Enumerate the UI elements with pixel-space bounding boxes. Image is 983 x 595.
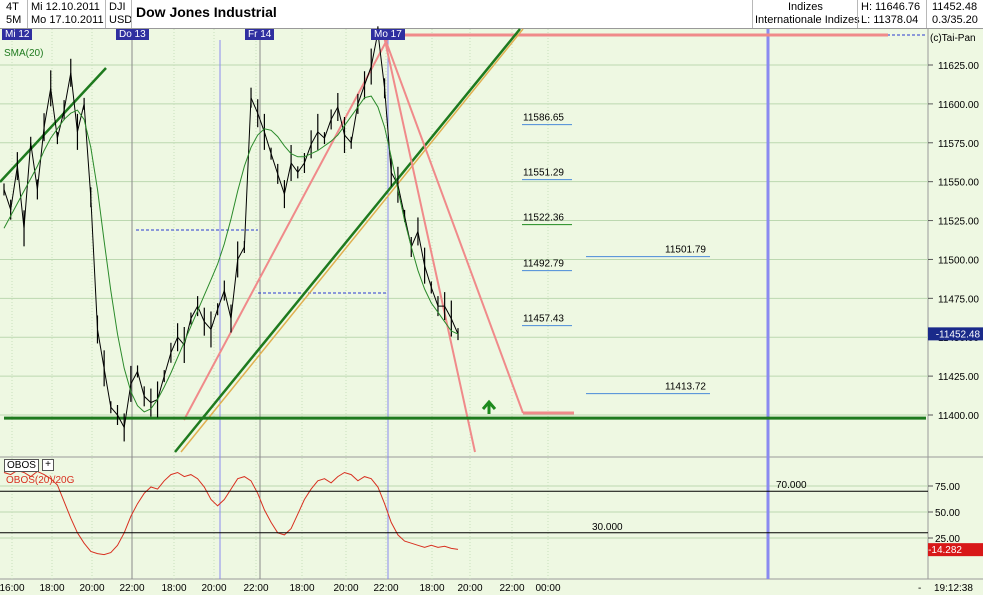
level-label: 11501.79 — [665, 245, 706, 256]
x-tick-label: 00:00 — [535, 583, 560, 594]
price-tick-label: 11500.00 — [938, 255, 979, 266]
x-tick-label: 22:00 — [119, 583, 144, 594]
obos-toggle[interactable]: OBOS(20)/20GOBOS — [4, 459, 39, 472]
chart-title: Dow Jones Industrial — [136, 4, 277, 20]
x-axis-minus: - — [918, 583, 921, 594]
day-marker-do13[interactable]: Do 13 — [116, 29, 149, 40]
price-tick-label: 11400.00 — [938, 411, 979, 422]
trend-line-gold — [180, 28, 524, 453]
symbol: DJI — [109, 1, 126, 13]
up-arrow-icon — [481, 399, 497, 414]
price-tick-label: 11600.00 — [938, 100, 979, 111]
level-label: 11551.29 — [523, 168, 564, 179]
pink-line — [383, 35, 524, 414]
header-bar — [0, 0, 983, 29]
obos-line — [3, 469, 459, 556]
clock: 19:12:38 — [934, 583, 973, 594]
obos-legend: OBOS(20)/20G — [6, 475, 75, 486]
x-tick-label: 18:00 — [419, 583, 444, 594]
sma-line — [3, 95, 459, 413]
price-pane-bg — [0, 29, 928, 457]
x-tick-label: 22:00 — [499, 583, 524, 594]
date-to: Mo 17.10.2011 — [31, 14, 104, 26]
x-tick-label: 20:00 — [333, 583, 358, 594]
price-line — [3, 32, 459, 429]
x-tick-label: 20:00 — [79, 583, 104, 594]
x-axis-bg — [0, 579, 983, 595]
day-marker-mi12[interactable]: Mi 12 — [2, 29, 33, 40]
obos-value-badge — [928, 543, 983, 557]
level-label: 11413.72 — [665, 382, 706, 393]
level-label: 11457.43 — [523, 314, 564, 325]
low-label: L: 11378.04 — [861, 14, 919, 26]
level-label: 11492.79 — [523, 259, 564, 270]
price-change: 0.3/35.20 — [932, 14, 978, 26]
timeframe-top: 4T — [6, 1, 19, 13]
copyright-label: (c)Tai-Pan — [930, 33, 976, 44]
obos-tick-label: 50.00 — [935, 508, 960, 519]
day-marker-mo17[interactable]: Mo 17 — [371, 29, 405, 40]
day-marker-fr14[interactable]: Fr 14 — [245, 29, 275, 40]
group-label: Indizes — [788, 1, 823, 13]
price-tick-label: 11475.00 — [938, 294, 979, 305]
x-tick-label: 18:00 — [289, 583, 314, 594]
price-tick-label: 11425.00 — [938, 372, 979, 383]
trend-line-main — [174, 28, 521, 453]
timeframe-bottom: 5M — [6, 14, 22, 26]
pink-line — [183, 37, 389, 421]
level-label: 11522.36 — [523, 213, 564, 224]
plus-icon[interactable]: + — [42, 459, 54, 471]
current-price-label: -11452.48 — [936, 329, 981, 340]
obos-pane-bg — [0, 457, 928, 579]
x-tick-label: 20:00 — [457, 583, 482, 594]
high-label: H: 11646.76 — [861, 1, 921, 13]
x-tick-label: 20:00 — [201, 583, 226, 594]
level-label: 11586.65 — [523, 113, 564, 124]
x-tick-label: 18:00 — [39, 583, 64, 594]
x-tick-label: 22:00 — [373, 583, 398, 594]
date-from: Mi 12.10.2011 — [31, 1, 100, 13]
current-price-badge — [928, 327, 983, 341]
sma-legend: SMA(20) — [4, 48, 44, 59]
x-tick-label: 18:00 — [161, 583, 186, 594]
price-tick-label: 11625.00 — [938, 61, 979, 72]
x-tick-label: 16:00 — [0, 583, 25, 594]
obos-level-30-label: 30.000 — [592, 522, 623, 533]
obos-level-70-label: 70.000 — [776, 480, 807, 491]
subgroup-label: Internationale Indizes — [755, 14, 860, 26]
price-tick-label: 11525.00 — [938, 217, 979, 228]
price-tick-label: 11575.00 — [938, 139, 979, 150]
x-tick-label: 22:00 — [243, 583, 268, 594]
currency: USD — [109, 14, 133, 26]
price-tick-label: 11550.00 — [938, 178, 979, 189]
obos-value-label: -14.282 — [928, 545, 962, 556]
pink-line — [383, 35, 476, 453]
last-price: 11452.48 — [932, 1, 978, 13]
obos-tick-label: 25.00 — [935, 534, 960, 545]
y-axis-bg — [928, 29, 983, 579]
obos-tick-label: 75.00 — [935, 482, 960, 493]
